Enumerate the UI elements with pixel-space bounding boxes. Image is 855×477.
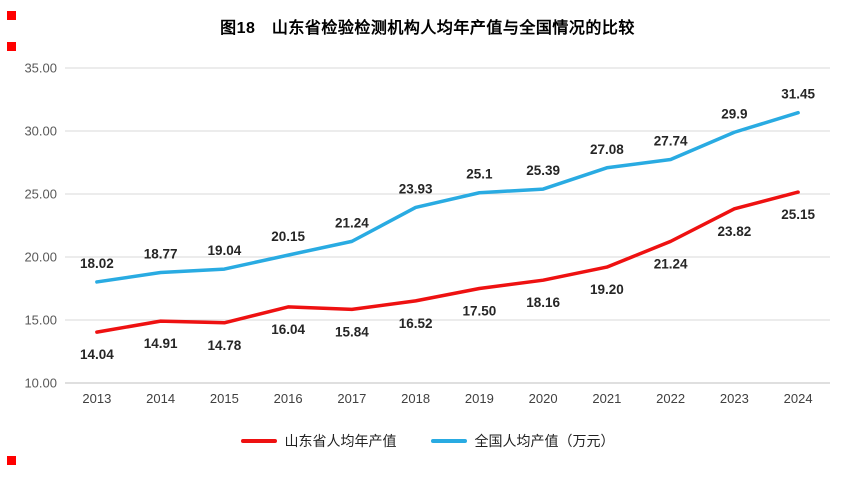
x-tick-label: 2019: [465, 391, 494, 406]
data-label: 14.04: [80, 347, 114, 362]
x-tick-label: 2018: [401, 391, 430, 406]
data-label: 21.24: [654, 256, 688, 271]
series-line: [95, 190, 800, 334]
x-tick-label: 2015: [210, 391, 239, 406]
chart-title: 图18 山东省检验检测机构人均年产值与全国情况的比较: [220, 20, 635, 37]
x-tick-label: 2022: [656, 391, 685, 406]
data-label: 27.74: [654, 133, 688, 148]
chart-legend: 山东省人均年产值 全国人均产值（万元）: [0, 431, 855, 451]
x-tick-label: 2014: [146, 391, 175, 406]
data-label: 25.39: [526, 163, 560, 178]
data-label: 19.20: [590, 282, 624, 297]
y-tick-label: 15.00: [24, 313, 57, 328]
x-tick-label: 2017: [337, 391, 366, 406]
data-label: 18.02: [80, 256, 114, 271]
data-label: 14.91: [144, 336, 178, 351]
data-label: 18.77: [144, 246, 178, 261]
y-tick-label: 25.00: [24, 187, 57, 202]
series-line: [95, 110, 800, 284]
x-tick-label: 2013: [82, 391, 111, 406]
data-label: 15.84: [335, 324, 369, 339]
blue-line-swatch: [430, 439, 467, 443]
selection-handle[interactable]: [7, 456, 16, 465]
selection-handle[interactable]: [7, 42, 16, 51]
data-label: 25.15: [781, 207, 815, 222]
x-tick-label: 2020: [529, 391, 558, 406]
red-line-swatch: [240, 439, 277, 443]
data-label: 21.24: [335, 215, 369, 230]
data-label: 16.04: [271, 322, 305, 337]
data-label: 29.9: [721, 106, 747, 121]
data-label: 18.16: [526, 295, 560, 310]
data-label: 19.04: [207, 243, 241, 258]
x-tick-label: 2024: [784, 391, 813, 406]
data-label: 31.45: [781, 87, 815, 102]
data-label: 23.93: [399, 181, 433, 196]
data-label: 14.78: [207, 338, 241, 353]
data-label: 25.1: [466, 167, 493, 182]
data-label: 17.50: [462, 304, 496, 319]
legend-label-shandong: 山东省人均年产值: [284, 433, 397, 449]
y-tick-label: 30.00: [24, 124, 57, 139]
x-tick-label: 2023: [720, 391, 749, 406]
legend-item-shandong[interactable]: 山东省人均年产值: [240, 431, 397, 451]
data-label: 20.15: [271, 229, 305, 244]
x-tick-label: 2021: [592, 391, 621, 406]
data-label: 23.82: [717, 224, 751, 239]
data-label: 27.08: [590, 142, 624, 157]
legend-label-national: 全国人均产值（万元）: [474, 433, 615, 449]
y-tick-label: 20.00: [24, 250, 57, 265]
y-tick-label: 35.00: [24, 61, 57, 76]
x-tick-label: 2016: [274, 391, 303, 406]
data-label: 16.52: [399, 316, 433, 331]
legend-item-national[interactable]: 全国人均产值（万元）: [430, 431, 615, 451]
y-tick-label: 10.00: [24, 376, 57, 391]
selection-handle[interactable]: [7, 11, 16, 20]
